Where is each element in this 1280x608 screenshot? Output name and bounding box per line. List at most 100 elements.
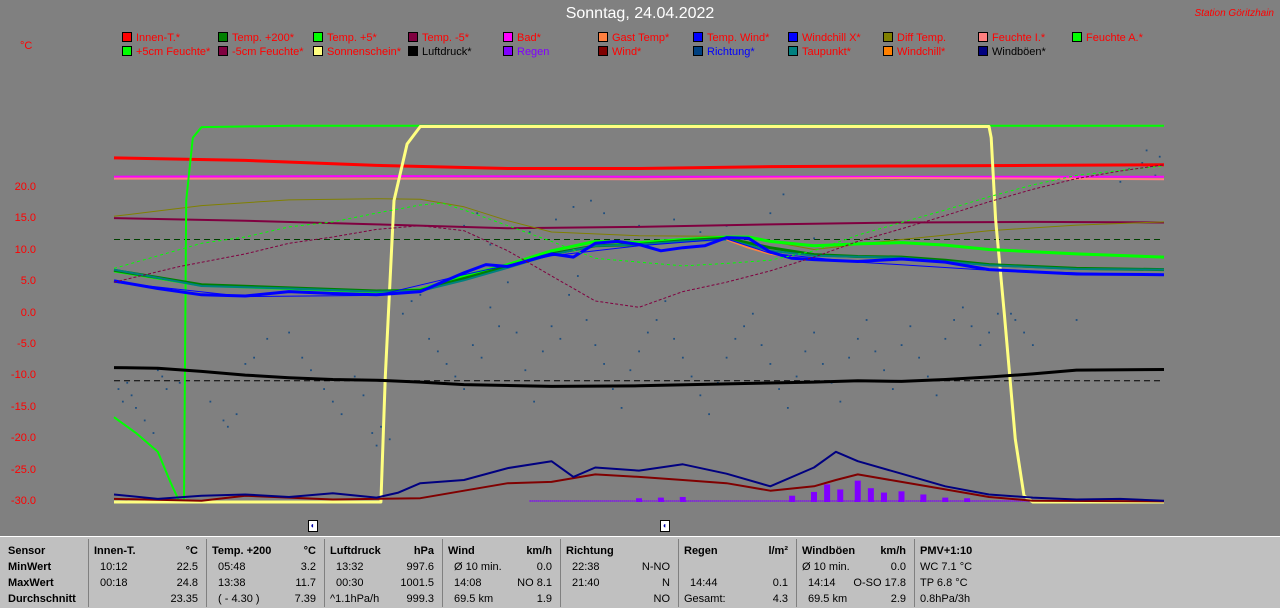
- wind-avg-val: 1.9: [536, 593, 552, 605]
- temp200-avg-note: ( - 4.30 ): [218, 593, 260, 605]
- col-sensor: Sensor MinWert MaxWert Durchschnitt: [0, 539, 89, 607]
- direction-dot: [555, 218, 557, 221]
- y-tick-label: -25.0: [10, 463, 36, 476]
- direction-dot: [533, 400, 535, 403]
- rain-bar: [657, 497, 664, 502]
- direction-dot: [611, 388, 614, 390]
- header-richtung: Richtung: [566, 545, 614, 557]
- legend-item: Wind*: [598, 45, 641, 59]
- direction-dot: [288, 331, 290, 334]
- y-tick-label: 20.0: [14, 181, 36, 193]
- richtung-min-val: N-NO: [641, 561, 670, 573]
- direction-dot: [541, 350, 544, 353]
- legend-swatch: [598, 46, 608, 56]
- direction-dot: [1145, 149, 1148, 152]
- legend-item: Windböen*: [978, 45, 1046, 59]
- legend-label: Feuchte A.*: [1086, 32, 1143, 44]
- direction-dot: [638, 224, 640, 227]
- col-richtung: Richtung 22:38 N-NO 21:40 N NO: [560, 539, 679, 607]
- direction-dot: [471, 344, 474, 346]
- time-marker-icon: ◐: [660, 520, 671, 532]
- direction-dot: [848, 356, 850, 359]
- legend-item: Temp. +200*: [218, 31, 294, 45]
- direction-dot: [961, 306, 964, 309]
- row-label-max: MaxWert: [8, 577, 54, 589]
- direction-dot: [874, 350, 877, 353]
- direction-dot: [778, 388, 780, 390]
- temp200-avg-val: 7.39: [294, 593, 316, 605]
- legend-item: Temp. +5*: [313, 31, 377, 45]
- direction-dot: [590, 199, 592, 202]
- direction-dot: [760, 344, 763, 346]
- richtung-max-time: 21:40: [572, 577, 600, 589]
- direction-dot: [751, 312, 754, 315]
- legend-item: Feuchte I.*: [978, 31, 1045, 45]
- legend-label: Windchill X*: [802, 32, 861, 44]
- legend-swatch: [1072, 32, 1082, 42]
- wind-distance: 69.5 km: [454, 593, 494, 605]
- y-tick-label: -10.0: [10, 369, 36, 382]
- regen-total-label: Gesamt:: [684, 593, 726, 605]
- legend-item: Windchill X*: [788, 31, 861, 45]
- chart-svg: [113, 124, 1165, 504]
- direction-dot: [165, 388, 168, 390]
- legend-swatch: [978, 46, 988, 56]
- direction-dot: [734, 337, 737, 340]
- direction-dot: [362, 394, 365, 397]
- direction-dot: [463, 224, 465, 227]
- direction-dot: [1141, 162, 1144, 164]
- legend-swatch: [788, 32, 798, 42]
- regen-max-time: 14:44: [690, 577, 718, 589]
- rain-bar: [942, 497, 949, 502]
- direction-dot: [419, 293, 422, 296]
- header-temp200: Temp. +200: [212, 545, 272, 557]
- col-temp200: Temp. +200 °C 05:48 3.2 13:38 11.7 ( - 4…: [206, 539, 325, 607]
- legend-label: Windböen*: [992, 46, 1046, 58]
- windboeen-min-val: 0.0: [890, 561, 906, 573]
- direction-dot: [253, 356, 255, 359]
- direction-dot: [1119, 180, 1122, 183]
- direction-dot: [603, 212, 605, 215]
- luftdruck-min-val: 997.6: [406, 561, 434, 573]
- y-tick-label: -5.0: [17, 338, 36, 350]
- legend-swatch: [122, 46, 132, 56]
- series-diff-temp: [113, 198, 1165, 250]
- direction-dot: [380, 425, 382, 428]
- direction-dot: [480, 356, 483, 359]
- rain-bar: [679, 496, 686, 502]
- direction-dot: [699, 394, 702, 397]
- legend-swatch: [408, 46, 418, 56]
- direction-dot: [135, 407, 137, 409]
- legend-item: Temp. -5*: [408, 31, 469, 45]
- innen-max-val: 24.8: [176, 577, 198, 589]
- stats-table: Sensor MinWert MaxWert Durchschnitt Inne…: [0, 536, 1280, 608]
- series-bad: [113, 175, 1164, 178]
- direction-dot: [572, 206, 575, 208]
- legend-label: Wind*: [612, 46, 642, 58]
- direction-dot: [126, 381, 129, 384]
- direction-dot: [944, 337, 947, 340]
- rain-bar: [837, 489, 844, 502]
- pmv-taupunkt: TP 6.8 °C: [920, 577, 968, 589]
- y-tick-label: -30.0: [10, 495, 36, 507]
- direction-dot: [891, 388, 894, 390]
- series-temp-5: [113, 217, 1165, 230]
- legend-swatch: [883, 32, 893, 42]
- innen-min-val: 22.5: [176, 561, 198, 573]
- direction-dot: [436, 350, 439, 353]
- y-tick-label: 15.0: [14, 212, 36, 225]
- legend-label: Windchill*: [897, 46, 946, 58]
- rain-bar: [964, 498, 971, 502]
- direction-dot: [463, 388, 465, 390]
- legend-swatch: [693, 32, 703, 42]
- windboeen-max-val: O-SO 17.8: [853, 577, 906, 589]
- direction-dot: [226, 425, 229, 428]
- legend-label: Sonnenschein*: [327, 46, 402, 58]
- header-windboeen: Windböen: [802, 545, 856, 557]
- direction-dot: [371, 432, 374, 434]
- y-tick-label: 5.0: [20, 275, 36, 288]
- windboeen-avg-val: 2.9: [890, 593, 906, 605]
- direction-dot: [388, 438, 391, 441]
- legend-label: Luftdruck*: [422, 46, 472, 58]
- legend-label: Diff Temp.: [897, 32, 947, 44]
